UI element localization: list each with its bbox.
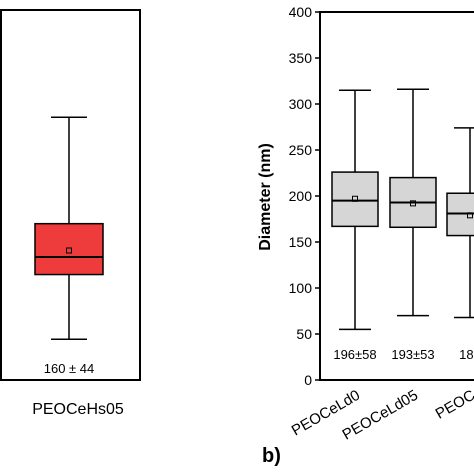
category-label: PEOCeHs05 (32, 401, 124, 418)
y-tick-label: 100 (289, 280, 313, 296)
y-tick-label: 50 (296, 326, 312, 342)
panel-a: 160 ± 44 PEOCeHs05 (0, 9, 141, 418)
stat-label: 160 ± 44 (44, 361, 95, 376)
y-tick-label: 200 (289, 188, 313, 204)
stat-label: 193±53 (391, 347, 434, 362)
y-tick-label: 350 (289, 50, 313, 66)
category-label: PEOC (433, 387, 474, 423)
box-iqr (34, 222, 104, 276)
stat-label: 180 (459, 347, 474, 362)
mean-marker (352, 195, 358, 202)
panel-b-label: b) (262, 445, 281, 467)
box-iqr (331, 171, 379, 228)
y-axis-title: Diameter (nm) (257, 143, 274, 251)
panel-a-box-0: 160 ± 44 PEOCeHs05 (32, 116, 124, 418)
y-tick-label: 250 (289, 142, 313, 158)
mean-marker (66, 247, 72, 254)
y-tick-label: 0 (304, 372, 312, 388)
y-tick-label: 400 (289, 4, 313, 20)
panel-b-box-2: 180 PEOC (433, 127, 474, 423)
stat-label: 196±58 (333, 347, 376, 362)
y-tick-label: 150 (289, 234, 313, 250)
y-tick-label: 300 (289, 96, 313, 112)
panel-b: b) Diameter (nm) 0 50 100 150 200 250 300 350 40… (257, 4, 474, 467)
mean-marker (410, 200, 416, 207)
mean-marker (467, 212, 473, 219)
